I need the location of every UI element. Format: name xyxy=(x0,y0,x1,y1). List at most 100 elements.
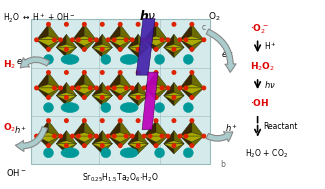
Polygon shape xyxy=(102,47,112,57)
Circle shape xyxy=(112,85,117,90)
Circle shape xyxy=(136,22,141,27)
Polygon shape xyxy=(164,144,184,149)
Circle shape xyxy=(142,37,147,42)
Circle shape xyxy=(130,134,135,139)
Circle shape xyxy=(82,118,87,123)
Polygon shape xyxy=(192,121,204,136)
Ellipse shape xyxy=(120,148,138,158)
Circle shape xyxy=(112,37,117,42)
Polygon shape xyxy=(36,36,60,40)
Polygon shape xyxy=(72,121,84,136)
Circle shape xyxy=(142,134,147,139)
Circle shape xyxy=(118,22,123,27)
Polygon shape xyxy=(120,24,132,40)
Circle shape xyxy=(64,118,69,123)
Polygon shape xyxy=(144,24,156,40)
Circle shape xyxy=(130,85,135,90)
Circle shape xyxy=(160,37,164,42)
Polygon shape xyxy=(192,72,204,88)
Circle shape xyxy=(136,118,141,123)
Polygon shape xyxy=(108,136,120,148)
Circle shape xyxy=(201,85,206,90)
Polygon shape xyxy=(72,40,96,46)
Circle shape xyxy=(148,85,152,90)
Circle shape xyxy=(183,134,188,139)
Text: e$^-$: e$^-$ xyxy=(16,57,29,67)
Polygon shape xyxy=(192,88,204,100)
Circle shape xyxy=(183,148,193,158)
FancyArrowPatch shape xyxy=(206,29,236,72)
Circle shape xyxy=(201,134,206,139)
Circle shape xyxy=(165,85,171,90)
Polygon shape xyxy=(138,34,148,47)
Circle shape xyxy=(94,37,99,42)
Circle shape xyxy=(189,143,194,148)
Polygon shape xyxy=(56,44,77,47)
Polygon shape xyxy=(164,82,174,96)
Circle shape xyxy=(201,37,206,42)
Ellipse shape xyxy=(61,54,79,64)
Polygon shape xyxy=(192,40,204,52)
Polygon shape xyxy=(138,47,148,57)
Circle shape xyxy=(46,118,51,123)
Text: H$_2$O $\leftrightarrow$ H$^+$ + OH$^-$: H$_2$O $\leftrightarrow$ H$^+$ + OH$^-$ xyxy=(3,12,75,25)
Polygon shape xyxy=(164,96,184,101)
Circle shape xyxy=(189,95,194,100)
Polygon shape xyxy=(164,96,174,106)
Circle shape xyxy=(64,22,69,27)
Polygon shape xyxy=(180,40,192,52)
Circle shape xyxy=(52,134,57,139)
Polygon shape xyxy=(156,136,168,148)
Polygon shape xyxy=(164,93,184,96)
Circle shape xyxy=(124,37,129,42)
Circle shape xyxy=(124,85,129,90)
FancyArrowPatch shape xyxy=(15,127,47,151)
Polygon shape xyxy=(174,96,184,106)
Polygon shape xyxy=(144,136,168,142)
Polygon shape xyxy=(66,131,77,144)
Polygon shape xyxy=(128,144,148,149)
Circle shape xyxy=(100,118,105,123)
Polygon shape xyxy=(144,132,168,136)
Circle shape xyxy=(155,103,164,112)
Polygon shape xyxy=(180,136,192,148)
Polygon shape xyxy=(144,84,168,88)
Circle shape xyxy=(46,47,51,52)
Circle shape xyxy=(148,134,152,139)
Circle shape xyxy=(172,47,176,52)
Polygon shape xyxy=(66,96,77,106)
Polygon shape xyxy=(156,24,168,40)
Polygon shape xyxy=(164,44,184,47)
Circle shape xyxy=(153,47,159,52)
Circle shape xyxy=(88,134,93,139)
Polygon shape xyxy=(144,136,156,148)
Polygon shape xyxy=(180,72,192,88)
Polygon shape xyxy=(164,144,174,154)
Circle shape xyxy=(100,70,105,75)
Polygon shape xyxy=(36,121,48,136)
Polygon shape xyxy=(48,136,60,148)
Polygon shape xyxy=(164,131,174,144)
Circle shape xyxy=(46,95,51,100)
Circle shape xyxy=(155,148,164,158)
Circle shape xyxy=(112,134,117,139)
Circle shape xyxy=(153,70,159,75)
FancyArrowPatch shape xyxy=(20,57,50,68)
Circle shape xyxy=(183,103,193,112)
Text: Reactant: Reactant xyxy=(264,122,298,131)
Polygon shape xyxy=(164,47,174,57)
Polygon shape xyxy=(108,40,132,46)
Text: O$_2$: O$_2$ xyxy=(3,122,16,134)
Circle shape xyxy=(82,143,87,148)
Circle shape xyxy=(88,37,93,42)
Circle shape xyxy=(153,143,159,148)
Circle shape xyxy=(153,22,159,27)
Polygon shape xyxy=(66,82,77,96)
Circle shape xyxy=(118,47,123,52)
Polygon shape xyxy=(56,47,77,53)
Polygon shape xyxy=(144,72,156,88)
Circle shape xyxy=(88,85,93,90)
Polygon shape xyxy=(156,72,168,88)
Polygon shape xyxy=(180,121,192,136)
Polygon shape xyxy=(66,34,77,47)
